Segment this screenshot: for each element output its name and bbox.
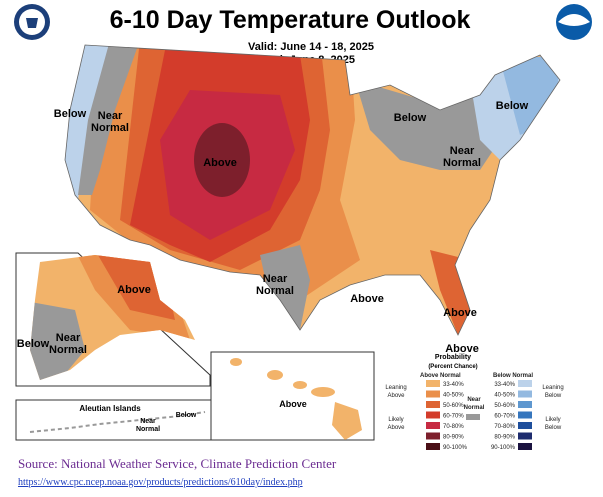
region-label: Near Normal: [136, 418, 160, 433]
legend-swatch: [518, 411, 532, 419]
legend-swatch: [518, 401, 532, 408]
legend-range: 90-100%: [491, 445, 516, 451]
legend-swatch: [518, 443, 532, 450]
legend-swatch: [518, 380, 532, 387]
region-label: Below: [176, 412, 197, 419]
noaa-logo: [556, 4, 592, 40]
legend-group: Leaning Below: [542, 385, 563, 399]
conus-labels: Below Near Normal Above Below Below Near N…: [54, 100, 529, 355]
legend-range: 50-60%: [443, 403, 464, 409]
conus-outline: [64, 44, 561, 336]
region-label: Below: [17, 338, 50, 350]
region-label: Above: [203, 157, 237, 169]
legend-swatch: [426, 411, 440, 419]
legend-group: Leaning Above: [385, 385, 406, 399]
legend-swatch: [426, 432, 440, 440]
legend-header: Below Normal: [493, 373, 533, 379]
region-label: Above: [445, 343, 479, 355]
legend-range: 50-60%: [494, 403, 515, 409]
legend-swatch: [426, 390, 440, 398]
title: 6-10 Day Temperature Outlook: [110, 6, 471, 34]
region-label: Above: [350, 293, 384, 305]
legend-range: 40-50%: [494, 393, 515, 399]
region-label: Above: [443, 307, 477, 319]
legend-range: 40-50%: [443, 393, 464, 399]
legend-swatch: [426, 422, 440, 429]
legend-header: Above Normal: [420, 373, 461, 379]
source-url[interactable]: https://www.cpc.ncep.noaa.gov/products/p…: [18, 477, 303, 488]
legend-range: 70-80%: [494, 424, 515, 430]
region-label: Near Normal: [91, 110, 129, 134]
hawaii-islands: [230, 358, 362, 440]
source-text: Source: National Weather Service, Climat…: [18, 456, 337, 471]
region-label: Near Normal: [443, 145, 481, 169]
legend-group: Near Normal: [464, 397, 485, 411]
legend-swatch: [426, 443, 440, 450]
legend-range: 60-70%: [494, 414, 515, 420]
legend-swatch: [426, 380, 440, 387]
legend-range: 80-90%: [494, 435, 515, 441]
legend-swatch: [518, 422, 532, 429]
region-label: Above: [117, 284, 151, 296]
legend-range: 33-40%: [494, 382, 515, 388]
legend-group: Likely Above: [387, 417, 405, 431]
legend-subtitle: (Percent Chance): [428, 364, 477, 370]
legend-range: 70-80%: [443, 424, 464, 430]
aleutian-chain: [29, 411, 206, 433]
legend-swatch: [426, 401, 440, 408]
region-label: Near Normal: [256, 273, 294, 297]
region-label: Above: [279, 399, 307, 409]
legend-swatch: [518, 390, 532, 398]
region-label: Near Normal: [49, 332, 87, 356]
legend-range: 90-100%: [443, 445, 468, 451]
legend-group: Likely Below: [545, 417, 562, 431]
legend-title: Probability: [435, 354, 471, 361]
region-label: Below: [496, 100, 529, 112]
legend-swatch: [518, 432, 532, 440]
legend-range: 60-70%: [443, 414, 464, 420]
legend-range: 80-90%: [443, 435, 464, 441]
region-label: Below: [54, 108, 87, 120]
aleutian-inset: [15, 399, 212, 441]
region-label: Below: [394, 112, 427, 124]
legend-swatch: [466, 414, 480, 420]
aleutian-title: Aleutian Islands: [79, 404, 141, 413]
legend-range: 33-40%: [443, 382, 464, 388]
valid-date: Valid: June 14 - 18, 2025: [248, 41, 374, 53]
legend: Probability (Percent Chance) Above Norma…: [385, 354, 563, 451]
doc-logo: [14, 4, 50, 40]
